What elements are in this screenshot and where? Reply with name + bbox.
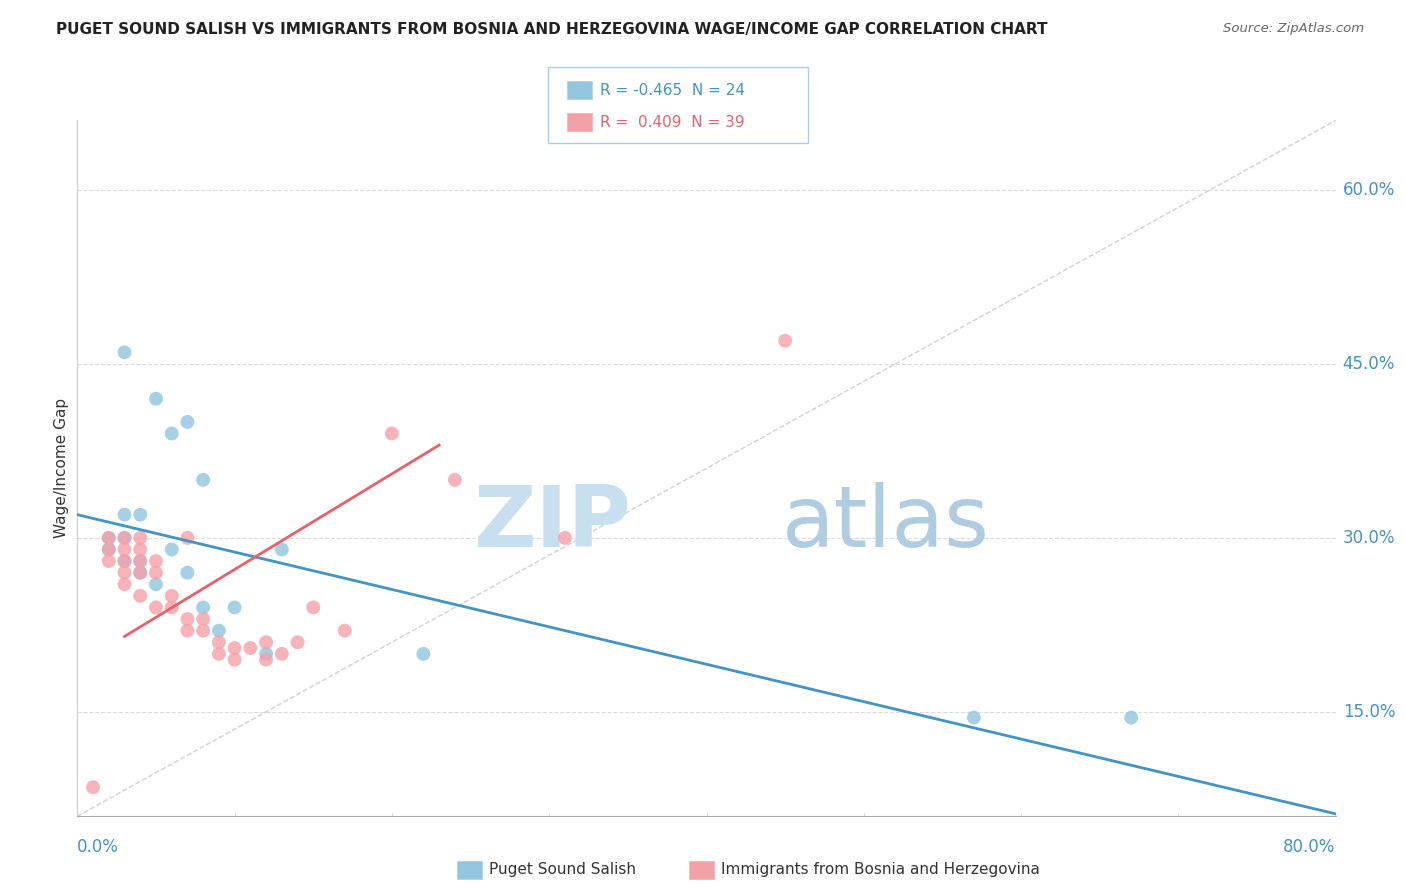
Point [82,780,104,794]
Point [254,635,277,649]
Point [129,589,152,603]
Point [114,531,136,545]
Point [412,647,434,661]
Text: Puget Sound Salish: Puget Sound Salish [489,863,637,877]
Text: 45.0%: 45.0% [1343,355,1395,373]
Point [129,554,152,568]
Point [176,612,198,626]
Point [239,640,262,655]
Text: PUGET SOUND SALISH VS IMMIGRANTS FROM BOSNIA AND HERZEGOVINA WAGE/INCOME GAP COR: PUGET SOUND SALISH VS IMMIGRANTS FROM BO… [56,22,1047,37]
Point [270,647,292,661]
Point [254,653,277,667]
Point [208,624,231,638]
Point [97,554,120,568]
Text: ZIP: ZIP [474,483,631,566]
Point [145,566,167,580]
Point [145,577,167,591]
Text: 15.0%: 15.0% [1343,703,1395,721]
Point [444,473,467,487]
Point [191,612,215,626]
Point [254,647,277,661]
Point [114,577,136,591]
Text: 60.0%: 60.0% [1343,181,1395,199]
Point [224,600,246,615]
Point [191,600,215,615]
Point [114,508,136,522]
Point [270,542,292,557]
Point [114,554,136,568]
Point [114,531,136,545]
Text: 30.0%: 30.0% [1343,529,1395,547]
Point [963,710,986,724]
Point [114,566,136,580]
Point [176,531,198,545]
Point [97,531,120,545]
Point [160,600,183,615]
Text: R =  0.409  N = 39: R = 0.409 N = 39 [600,115,745,129]
Point [145,392,167,406]
Point [114,345,136,359]
Point [97,531,120,545]
Point [302,600,325,615]
Point [208,647,231,661]
Point [97,542,120,557]
Point [129,508,152,522]
Point [129,554,152,568]
Point [129,531,152,545]
Point [145,600,167,615]
Point [160,426,183,441]
Text: Immigrants from Bosnia and Herzegovina: Immigrants from Bosnia and Herzegovina [721,863,1040,877]
Text: 80.0%: 80.0% [1284,838,1336,856]
Point [1121,710,1143,724]
Text: R = -0.465  N = 24: R = -0.465 N = 24 [600,83,745,97]
Text: Source: ZipAtlas.com: Source: ZipAtlas.com [1223,22,1364,36]
Point [191,473,215,487]
Point [208,635,231,649]
Point [224,640,246,655]
Point [114,542,136,557]
Point [333,624,356,638]
Text: 0.0%: 0.0% [77,838,120,856]
Point [176,566,198,580]
Point [160,589,183,603]
Text: atlas: atlas [782,483,990,566]
Point [224,653,246,667]
Point [176,415,198,429]
Point [114,554,136,568]
Point [129,542,152,557]
Point [773,334,796,348]
Point [176,624,198,638]
Point [129,566,152,580]
Point [554,531,576,545]
Point [381,426,404,441]
Point [287,635,309,649]
Point [145,554,167,568]
Y-axis label: Wage/Income Gap: Wage/Income Gap [53,398,69,539]
Point [129,566,152,580]
Point [160,542,183,557]
Point [191,624,215,638]
Point [97,542,120,557]
